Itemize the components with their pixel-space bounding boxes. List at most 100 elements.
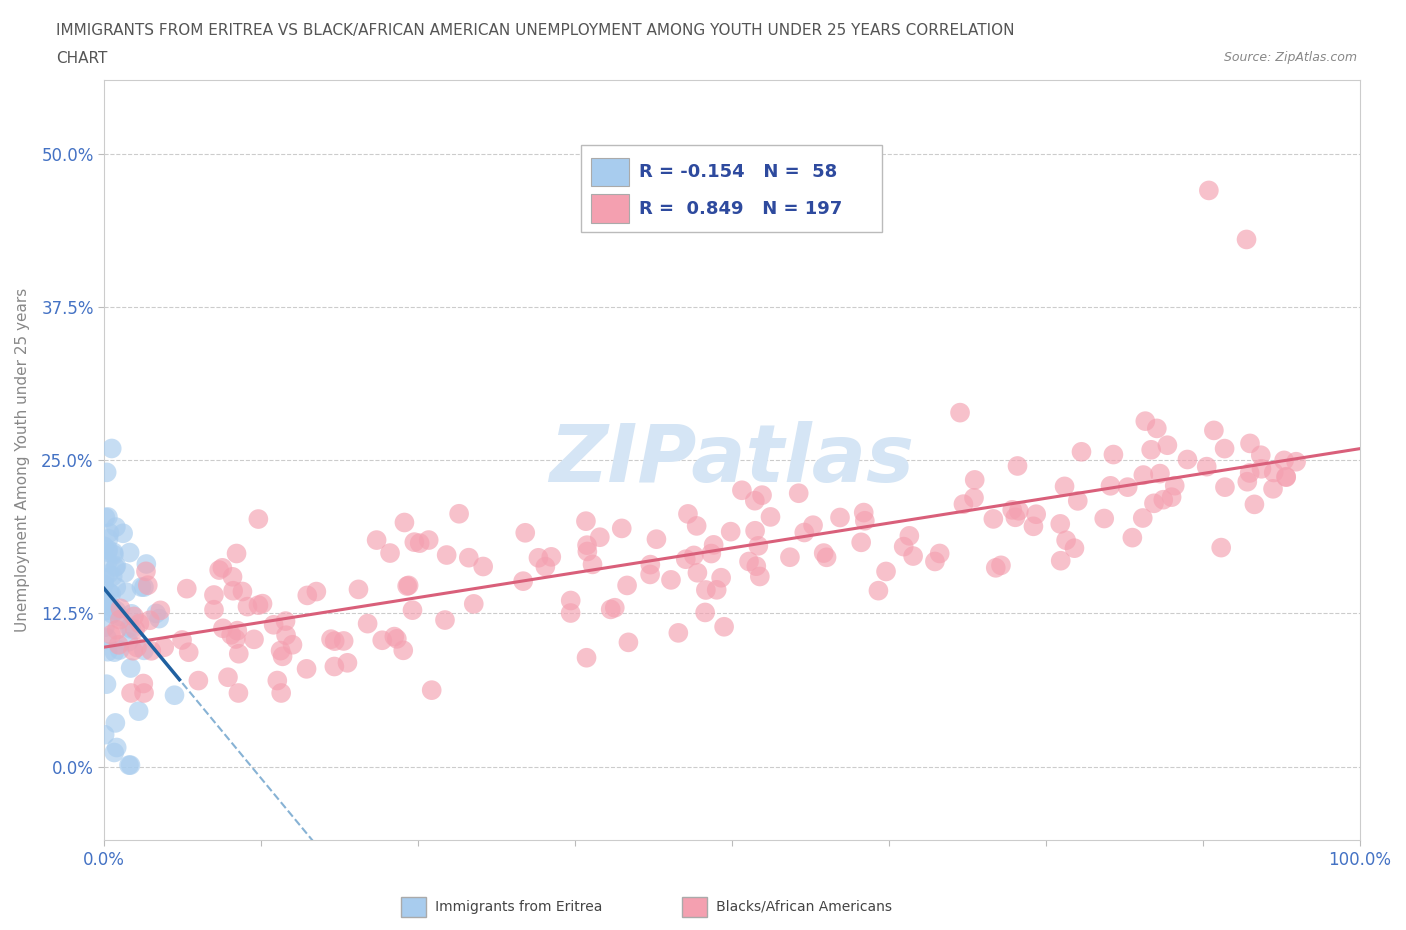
Point — [779, 550, 801, 565]
Point — [105, 622, 128, 637]
Point — [139, 613, 162, 628]
Point — [575, 513, 598, 528]
Point — [1049, 553, 1071, 568]
Point — [115, 585, 138, 600]
Point — [560, 605, 582, 620]
Point — [1272, 453, 1295, 468]
Point — [274, 614, 297, 629]
Point — [219, 628, 242, 643]
Point — [1152, 492, 1174, 507]
Point — [270, 685, 292, 700]
Point — [1067, 494, 1090, 509]
Point — [136, 578, 159, 592]
Point — [121, 606, 143, 621]
Point — [1102, 447, 1125, 462]
Point — [394, 515, 416, 530]
Point — [1236, 232, 1258, 246]
Point — [463, 596, 485, 611]
Point — [266, 673, 288, 688]
Point — [108, 643, 131, 658]
Text: IMMIGRANTS FROM ERITREA VS BLACK/AFRICAN AMERICAN UNEMPLOYMENT AMONG YOUTH UNDER: IMMIGRANTS FROM ERITREA VS BLACK/AFRICAN… — [56, 23, 1015, 38]
Point — [685, 518, 707, 533]
Point — [1261, 482, 1284, 497]
Point — [1160, 490, 1182, 505]
Point — [963, 472, 986, 487]
Point — [94, 510, 117, 525]
Point — [382, 630, 405, 644]
Point — [104, 560, 127, 575]
Point — [96, 631, 118, 645]
Point — [163, 688, 186, 703]
Point — [928, 546, 950, 561]
Point — [122, 609, 145, 624]
Point — [222, 583, 245, 598]
Point — [120, 685, 142, 700]
Point — [398, 578, 420, 592]
Text: R = -0.154   N =  58: R = -0.154 N = 58 — [638, 163, 837, 181]
Point — [97, 545, 120, 560]
Point — [97, 510, 120, 525]
Point — [1025, 507, 1047, 522]
Point — [1054, 533, 1077, 548]
Point — [114, 565, 136, 580]
Point — [93, 577, 115, 591]
Point — [145, 606, 167, 621]
Point — [1049, 516, 1071, 531]
Point — [713, 619, 735, 634]
Point — [217, 670, 239, 684]
Point — [1135, 414, 1157, 429]
Point — [645, 532, 668, 547]
Point — [576, 538, 599, 552]
Text: Immigrants from Eritrea: Immigrants from Eritrea — [422, 899, 602, 914]
Point — [949, 405, 972, 420]
Point — [93, 727, 115, 742]
Point — [100, 587, 122, 602]
Point — [815, 550, 838, 565]
Point — [221, 569, 243, 584]
Point — [94, 619, 117, 634]
Point — [228, 646, 250, 661]
Point — [720, 525, 742, 539]
Point — [118, 758, 141, 773]
Point — [1146, 421, 1168, 436]
Point — [1063, 540, 1085, 555]
Point — [901, 549, 924, 564]
Point — [101, 606, 124, 621]
Point — [110, 601, 132, 616]
Point — [202, 603, 225, 618]
Point — [1070, 445, 1092, 459]
Point — [247, 512, 270, 526]
Point — [575, 650, 598, 665]
Point — [263, 618, 285, 632]
Point — [751, 487, 773, 502]
Point — [177, 644, 200, 659]
Point — [666, 625, 689, 640]
Point — [748, 569, 770, 584]
Point — [990, 558, 1012, 573]
Point — [675, 551, 697, 566]
Point — [297, 588, 319, 603]
Point — [1177, 452, 1199, 467]
Point — [420, 683, 443, 698]
Point — [108, 612, 131, 627]
Point — [98, 585, 121, 600]
Point — [793, 525, 815, 540]
Point — [97, 644, 120, 659]
Point — [107, 637, 129, 652]
Point — [1275, 470, 1298, 485]
Point — [271, 649, 294, 664]
Point — [135, 556, 157, 571]
Point — [122, 644, 145, 658]
Point — [952, 497, 974, 512]
Point — [638, 567, 661, 582]
Point — [893, 539, 915, 554]
Point — [132, 685, 155, 700]
Point — [787, 485, 810, 500]
Point — [125, 640, 148, 655]
Point — [108, 609, 131, 624]
Text: ZIPatlas: ZIPatlas — [550, 421, 914, 499]
Point — [141, 644, 163, 658]
Point — [744, 493, 766, 508]
Point — [898, 528, 921, 543]
Point — [236, 599, 259, 614]
